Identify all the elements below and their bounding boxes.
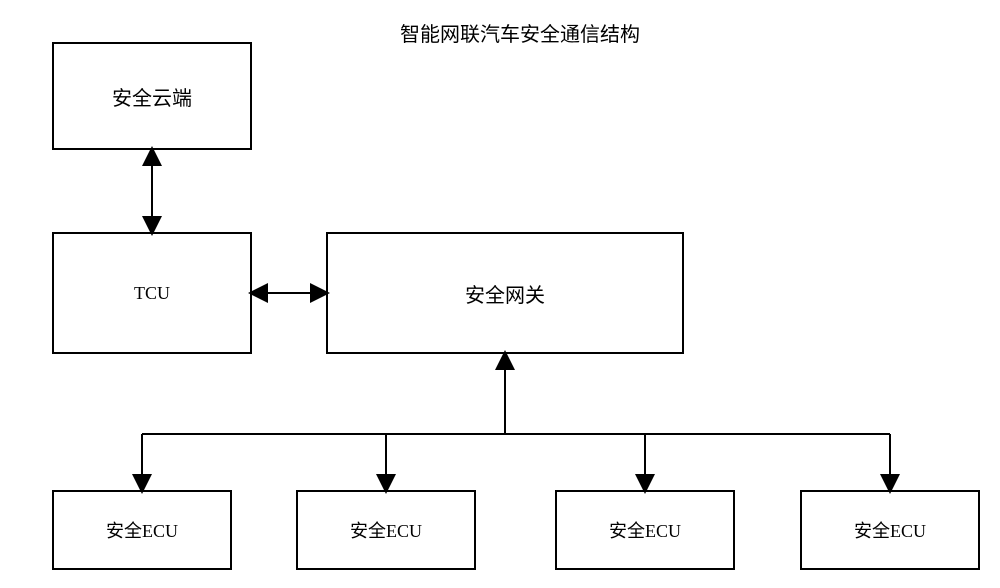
edges-layer [0, 0, 1000, 588]
edge-group [142, 150, 890, 490]
